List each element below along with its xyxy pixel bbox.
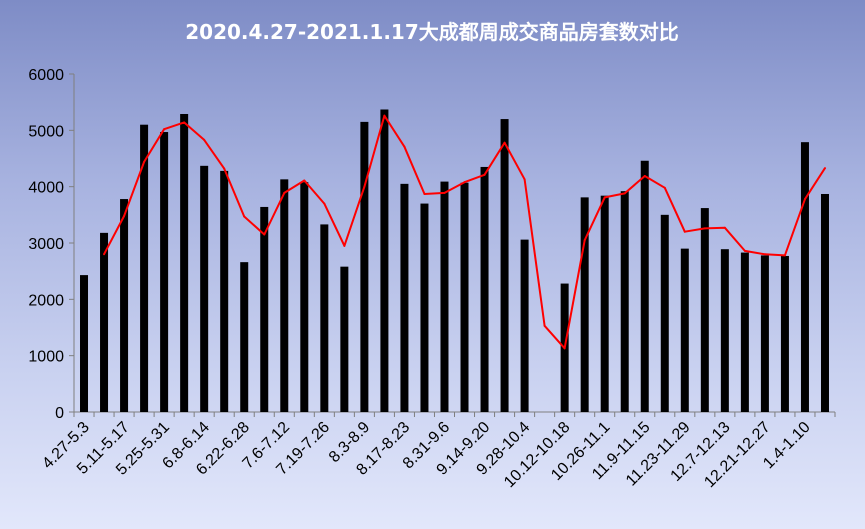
bar bbox=[380, 109, 389, 413]
line-point bbox=[463, 181, 466, 184]
line-point bbox=[503, 141, 506, 144]
line-point bbox=[583, 239, 586, 242]
y-tick-label: 2000 bbox=[28, 292, 64, 309]
bar bbox=[660, 214, 669, 412]
line-point bbox=[483, 173, 486, 176]
line-point bbox=[763, 253, 766, 256]
bar bbox=[300, 182, 309, 412]
bar bbox=[160, 132, 169, 413]
line-point bbox=[523, 178, 526, 181]
bar bbox=[100, 232, 109, 412]
bar bbox=[520, 239, 529, 412]
line-point bbox=[403, 145, 406, 148]
line-point bbox=[123, 214, 126, 217]
bar bbox=[500, 119, 509, 413]
line-point bbox=[103, 253, 106, 256]
line-point bbox=[723, 226, 726, 229]
line-point bbox=[183, 121, 186, 124]
line-point bbox=[143, 160, 146, 163]
bar bbox=[620, 191, 629, 412]
line-point bbox=[823, 167, 826, 170]
bar bbox=[580, 197, 589, 412]
line-point bbox=[263, 233, 266, 236]
line-point bbox=[423, 192, 426, 195]
bar bbox=[480, 166, 489, 412]
bar bbox=[600, 195, 609, 412]
bar bbox=[240, 262, 249, 412]
bar bbox=[460, 182, 469, 412]
line-point bbox=[563, 347, 566, 350]
bar bbox=[200, 165, 209, 412]
bar bbox=[340, 266, 349, 412]
line-point bbox=[383, 114, 386, 117]
y-tick-label: 4000 bbox=[28, 180, 64, 197]
bar bbox=[720, 249, 729, 412]
plot-area: 01000200030004000500060004.27-5.35.11-5.… bbox=[28, 67, 836, 491]
bar bbox=[760, 255, 769, 412]
bar bbox=[740, 252, 749, 412]
bar bbox=[140, 124, 149, 412]
line-point bbox=[243, 215, 246, 218]
bar bbox=[800, 142, 809, 412]
bar bbox=[180, 113, 189, 412]
line-point bbox=[543, 324, 546, 327]
y-tick-label: 6000 bbox=[28, 67, 64, 84]
line-point bbox=[303, 179, 306, 182]
line-point bbox=[683, 230, 686, 233]
line-point bbox=[603, 196, 606, 199]
bar bbox=[420, 203, 429, 412]
line-point bbox=[623, 192, 626, 195]
bar bbox=[360, 121, 369, 412]
bar bbox=[680, 248, 689, 412]
line-point bbox=[703, 227, 706, 230]
line-point bbox=[343, 244, 346, 247]
y-tick-label: 5000 bbox=[28, 123, 64, 140]
bar bbox=[80, 275, 89, 412]
line-point bbox=[323, 202, 326, 205]
line-point bbox=[443, 191, 446, 194]
bar bbox=[820, 193, 829, 412]
bar bbox=[700, 208, 709, 412]
line-point bbox=[283, 191, 286, 194]
bar bbox=[220, 170, 229, 412]
bar bbox=[780, 255, 789, 412]
bar bbox=[120, 199, 129, 412]
bar bbox=[320, 224, 329, 412]
bar bbox=[400, 183, 409, 412]
line-point bbox=[363, 185, 366, 188]
bar bbox=[640, 160, 649, 412]
line-point bbox=[163, 128, 166, 131]
line-point bbox=[743, 249, 746, 252]
y-tick-label: 3000 bbox=[28, 236, 64, 253]
line-point bbox=[783, 254, 786, 257]
chart-title: 2020.4.27-2021.1.17大成都周成交商品房套数对比 bbox=[185, 20, 679, 44]
line-point bbox=[663, 186, 666, 189]
bar bbox=[440, 181, 449, 412]
line-point bbox=[643, 174, 646, 177]
bar bbox=[280, 179, 289, 412]
bar bbox=[260, 206, 269, 412]
y-tick-label: 0 bbox=[55, 405, 64, 422]
line-point bbox=[203, 138, 206, 141]
y-tick-label: 1000 bbox=[28, 349, 64, 366]
line-point bbox=[223, 167, 226, 170]
line-point bbox=[803, 198, 806, 201]
